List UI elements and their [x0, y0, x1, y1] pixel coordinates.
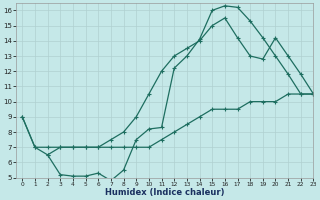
X-axis label: Humidex (Indice chaleur): Humidex (Indice chaleur) — [105, 188, 224, 197]
